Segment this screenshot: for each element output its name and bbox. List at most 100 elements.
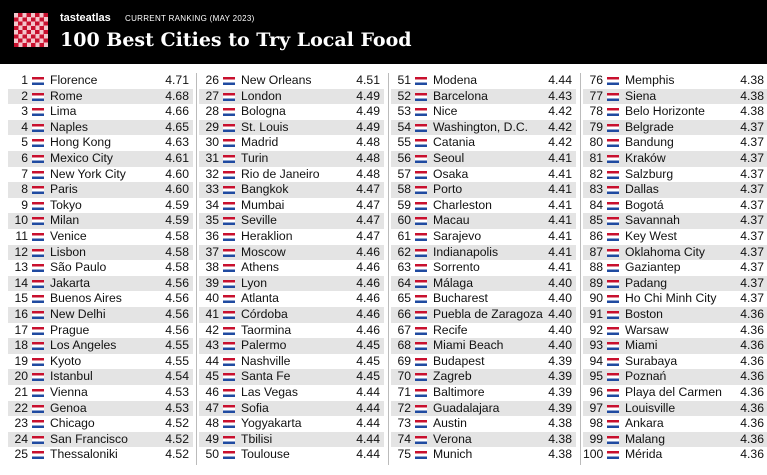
city: Los Angeles <box>50 338 117 353</box>
rank: 87 <box>589 244 603 259</box>
rank: 37 <box>205 244 219 259</box>
flag-icon <box>223 279 235 288</box>
score: 4.37 <box>740 119 764 134</box>
table-row: 47 Sofia 4.44 <box>199 400 384 417</box>
rank: 59 <box>397 197 411 212</box>
flag-icon <box>415 92 427 101</box>
flag-icon <box>415 404 427 413</box>
city: Sofia <box>241 400 269 415</box>
table-row: 68 Miami Beach 4.40 <box>391 338 576 354</box>
table-row: 19 Kyoto 4.55 <box>8 354 193 370</box>
flag-icon <box>415 311 427 319</box>
score: 4.58 <box>165 260 189 275</box>
flag-icon <box>415 186 427 195</box>
flag-icon <box>223 248 235 257</box>
table-row: 11 Venice 4.58 <box>8 229 193 245</box>
flag-icon <box>223 201 235 210</box>
table-row: 61 Sarajevo 4.41 <box>391 229 576 245</box>
flag-icon <box>223 170 235 179</box>
score: 4.45 <box>356 369 380 384</box>
table-row: 7 New York City 4.60 <box>8 167 193 183</box>
city: Taormina <box>241 322 292 337</box>
city: Zagreb <box>433 369 472 384</box>
score: 4.45 <box>356 338 380 353</box>
score: 4.40 <box>548 275 572 290</box>
column-divider <box>388 73 389 465</box>
score: 4.61 <box>165 151 189 165</box>
rank: 67 <box>397 322 411 337</box>
flag-icon <box>223 357 235 366</box>
city: Budapest <box>433 353 485 368</box>
city: Guadalajara <box>433 400 500 415</box>
city: Warsaw <box>625 322 669 337</box>
city: Rio de Janeiro <box>241 166 320 181</box>
rank: 4 <box>21 119 28 134</box>
city: Bucharest <box>433 291 488 306</box>
table-row: 98 Ankara 4.36 <box>583 416 767 432</box>
flag-icon <box>223 139 235 148</box>
rank: 79 <box>589 119 603 134</box>
score: 4.49 <box>356 104 380 119</box>
table-row: 9 Tokyo 4.59 <box>8 198 193 214</box>
flag-icon <box>32 295 44 304</box>
score: 4.37 <box>740 291 764 306</box>
city: Charleston <box>433 197 492 212</box>
score: 4.37 <box>740 244 764 259</box>
score: 4.46 <box>356 244 380 259</box>
flag-icon <box>223 108 235 117</box>
rank: 43 <box>205 338 219 353</box>
table-row: 67 Recife 4.40 <box>391 323 576 339</box>
table-row: 42 Taormina 4.46 <box>199 323 384 339</box>
rank: 70 <box>397 369 411 384</box>
table-row: 64 Málaga 4.40 <box>391 275 576 292</box>
score: 4.53 <box>165 385 189 399</box>
table-row: 59 Charleston 4.41 <box>391 198 576 214</box>
city: Baltimore <box>433 385 485 399</box>
city: Memphis <box>625 73 675 87</box>
rank: 15 <box>14 291 28 306</box>
city: Austin <box>433 416 467 431</box>
flag-icon <box>32 264 44 273</box>
city: Lisbon <box>50 244 86 259</box>
table-row: 94 Surabaya 4.36 <box>583 354 767 370</box>
rank: 7 <box>21 166 28 181</box>
table-row: 72 Guadalajara 4.39 <box>391 400 576 417</box>
score: 4.48 <box>356 151 380 165</box>
rank: 91 <box>589 307 603 321</box>
city: Lima <box>50 104 77 119</box>
city: Tbilisi <box>241 431 273 446</box>
score: 4.37 <box>740 135 764 150</box>
rank: 51 <box>397 73 411 87</box>
city: Ankara <box>625 416 664 431</box>
score: 4.44 <box>548 73 572 87</box>
flag-icon <box>415 170 427 179</box>
flag-icon <box>415 357 427 366</box>
table-row: 2 Rome 4.68 <box>8 88 193 105</box>
table-row: 83 Dallas 4.37 <box>583 182 767 198</box>
flag-icon <box>32 342 44 351</box>
flag-icon <box>607 451 619 460</box>
flag-icon <box>223 451 235 460</box>
table-row: 91 Boston 4.36 <box>583 307 767 323</box>
rank: 26 <box>205 73 219 87</box>
city: Surabaya <box>625 353 678 368</box>
table-row: 39 Lyon 4.46 <box>199 275 384 292</box>
rank: 85 <box>589 213 603 228</box>
table-row: 87 Oklahoma City 4.37 <box>583 244 767 261</box>
table-row: 62 Indianapolis 4.41 <box>391 244 576 261</box>
rank: 62 <box>397 244 411 259</box>
city: Tokyo <box>50 197 82 212</box>
rank: 69 <box>397 353 411 368</box>
flag-icon <box>223 123 235 132</box>
table-row: 75 Munich 4.38 <box>391 447 576 463</box>
score: 4.59 <box>165 213 189 228</box>
city: São Paulo <box>50 260 107 275</box>
rank: 90 <box>589 291 603 306</box>
table-row: 25 Thessaloniki 4.52 <box>8 447 193 463</box>
table-row: 44 Nashville 4.45 <box>199 354 384 370</box>
score: 4.38 <box>548 416 572 431</box>
flag-icon <box>32 279 44 288</box>
table-row: 88 Gaziantep 4.37 <box>583 260 767 276</box>
score: 4.41 <box>548 182 572 197</box>
brand: tasteatlas <box>60 12 111 24</box>
